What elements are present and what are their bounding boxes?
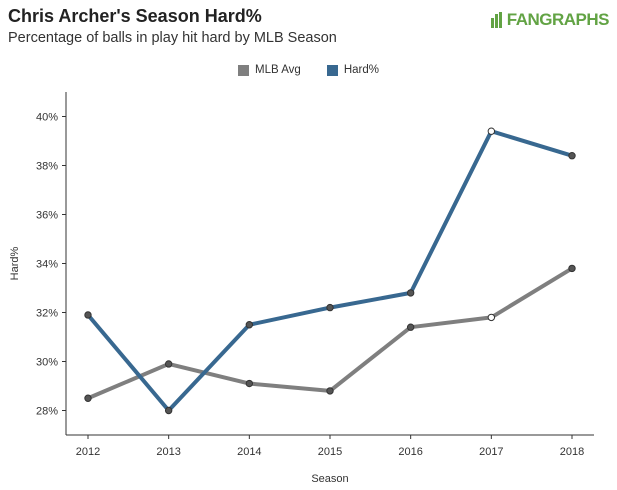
- point-hard-pct-2015: [326, 303, 334, 312]
- point-mlb-avg-2018: [568, 264, 576, 273]
- legend-label-hard-pct: Hard%: [343, 64, 379, 76]
- y-tick-label-34: 34%: [36, 259, 58, 271]
- y-tick-label-38: 38%: [36, 161, 58, 173]
- point-hard-pct-2017: [487, 127, 496, 135]
- y-tick-label-36: 36%: [36, 210, 58, 222]
- x-tick-label-2012: 2012: [76, 446, 100, 458]
- y-tick-label-32: 32%: [36, 308, 58, 320]
- legend: MLB Avg Hard%: [0, 64, 617, 76]
- y-axis-title: Hard%: [9, 246, 21, 280]
- point-hard-pct-2018: [568, 152, 576, 160]
- series-line-mlb-avg: [86, 266, 574, 401]
- x-tick-label-2013: 2013: [156, 446, 180, 458]
- point-hard-pct-2013: [164, 406, 173, 415]
- legend-item-hard-pct: Hard%: [326, 64, 379, 76]
- fangraphs-logo-icon: [490, 12, 502, 28]
- chart-subtitle: Percentage of balls in play hit hard by …: [8, 30, 337, 46]
- point-mlb-avg-2016: [406, 323, 415, 331]
- point-hard-pct-2012: [84, 311, 92, 319]
- x-tick-label-2017: 2017: [479, 446, 503, 458]
- point-mlb-avg-2012: [84, 394, 92, 402]
- legend-swatch-hard-pct: [326, 64, 338, 76]
- legend-item-mlb-avg: MLB Avg: [238, 64, 301, 76]
- legend-label-mlb-avg: MLB Avg: [255, 64, 301, 76]
- x-axis-title: Season: [311, 473, 348, 485]
- x-tick-label-2018: 2018: [560, 446, 584, 458]
- x-tick-label-2016: 2016: [398, 446, 422, 458]
- x-tick-label-2014: 2014: [237, 446, 261, 458]
- point-hard-pct-2014: [245, 321, 254, 329]
- y-tick-label-30: 30%: [36, 357, 58, 369]
- chart-title: Chris Archer's Season Hard%: [8, 6, 262, 26]
- point-mlb-avg-2013: [164, 360, 173, 368]
- y-tick-label-40: 40%: [36, 112, 58, 124]
- legend-swatch-mlb-avg: [238, 64, 249, 76]
- logo-text: FANGRAPHS: [506, 10, 610, 29]
- fangraphs-logo: FANGRAPHS: [490, 10, 610, 30]
- point-mlb-avg-2017: [487, 313, 496, 322]
- x-tick-label-2015: 2015: [318, 446, 342, 458]
- point-hard-pct-2016: [406, 289, 415, 297]
- point-mlb-avg-2015: [326, 387, 334, 395]
- y-tick-label-28: 28%: [36, 406, 58, 418]
- point-mlb-avg-2014: [245, 379, 254, 388]
